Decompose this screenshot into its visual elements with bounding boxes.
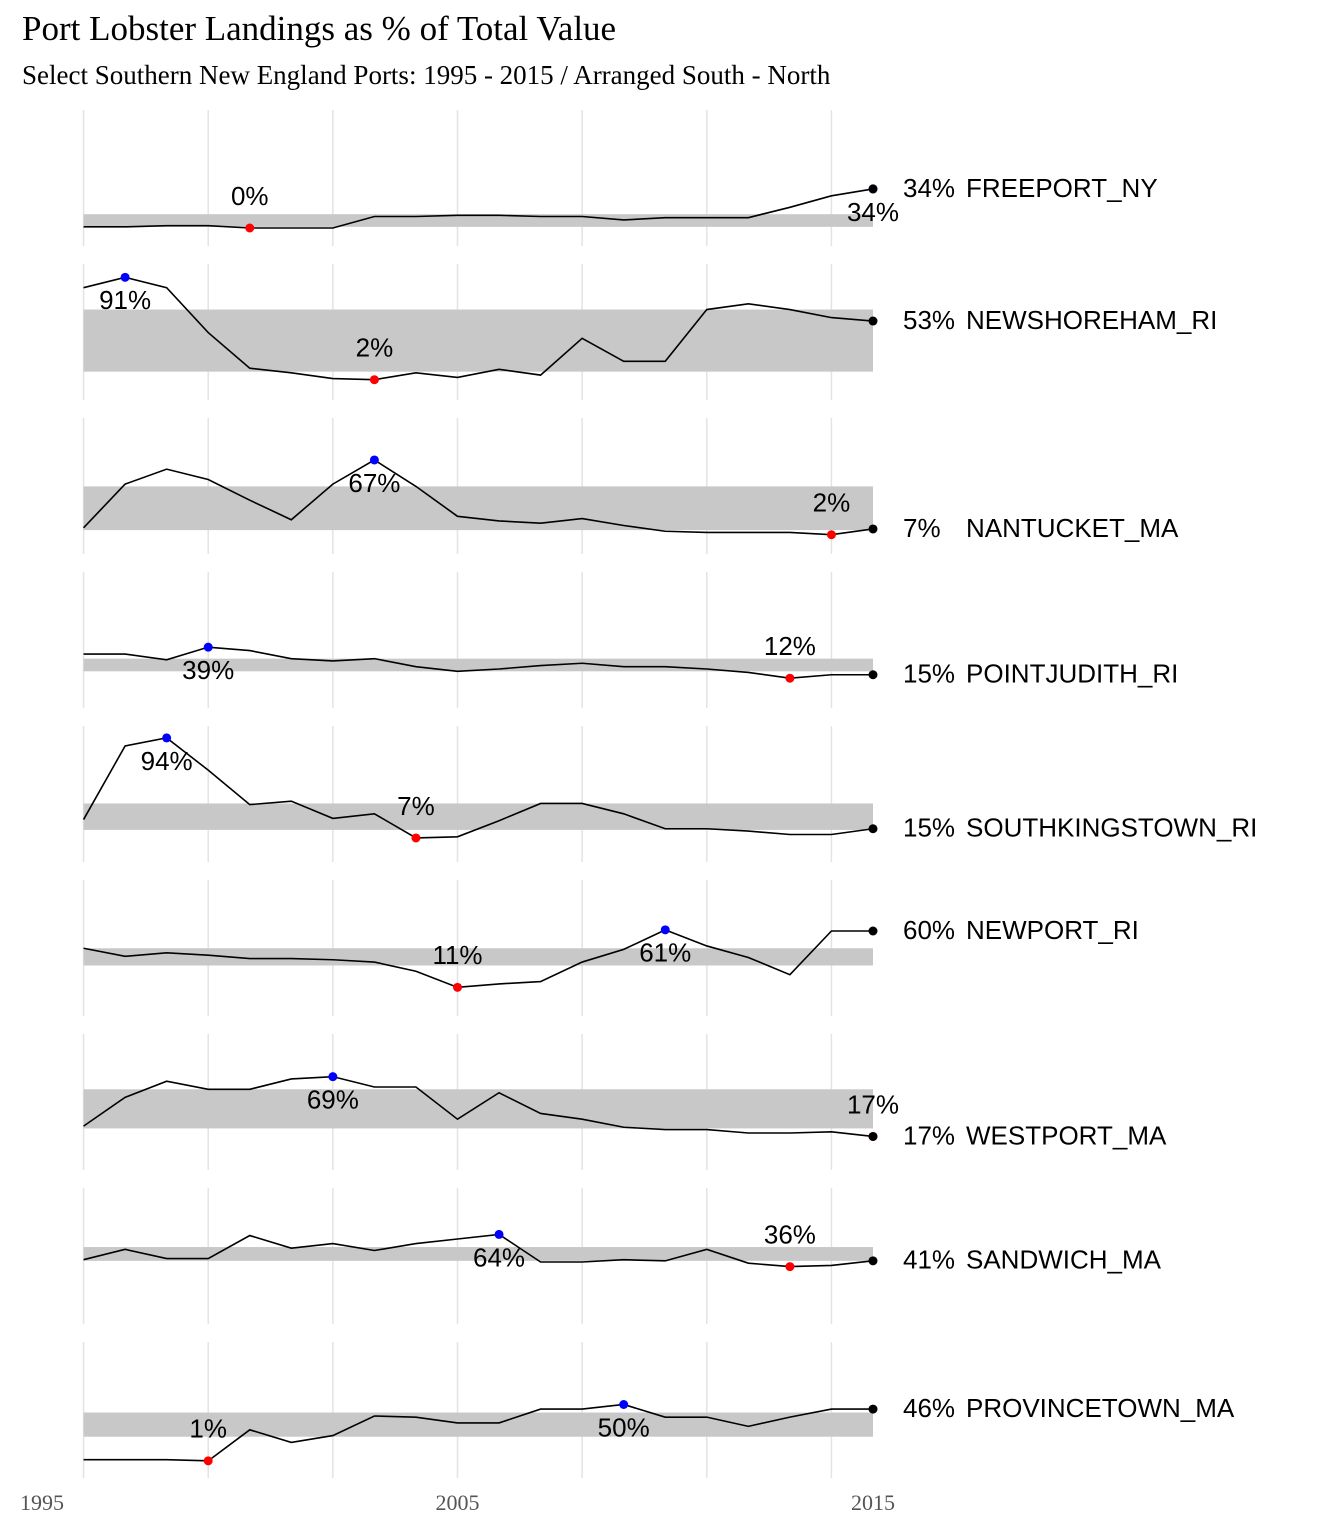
- min-point: [826, 530, 836, 540]
- value-label: 17%: [847, 1089, 899, 1119]
- value-label: 2%: [813, 488, 851, 518]
- end-label: 7%: [903, 513, 941, 543]
- port-name: SOUTHKINGSTOWN_RI: [966, 813, 1257, 843]
- end-point: [868, 926, 878, 936]
- end-label: 15%: [903, 813, 955, 843]
- max-point: [660, 925, 670, 935]
- end-point: [868, 670, 878, 680]
- end-point: [868, 1404, 878, 1414]
- value-label: 12%: [764, 631, 816, 661]
- value-label: 1%: [189, 1414, 227, 1444]
- iqr-band: [83, 803, 874, 830]
- max-point: [162, 733, 172, 743]
- end-label: 15%: [903, 659, 955, 689]
- line: [83, 646, 873, 680]
- x-tick-label: 2005: [436, 1490, 480, 1515]
- value-label: 11%: [432, 940, 482, 970]
- value-label: 7%: [397, 791, 435, 821]
- port-name: WESTPORT_MA: [966, 1120, 1167, 1150]
- value-label: 67%: [348, 468, 400, 498]
- iqr-band: [83, 1089, 874, 1129]
- line: [83, 928, 873, 989]
- line: [83, 276, 874, 381]
- value-label: 61%: [639, 938, 691, 968]
- value-label: 36%: [764, 1219, 816, 1249]
- line: [83, 1403, 873, 1462]
- port-name: SANDWICH_MA: [966, 1245, 1162, 1275]
- port-name: NEWSHOREHAM_RI: [966, 305, 1217, 335]
- max-point: [328, 1072, 338, 1082]
- max-point: [494, 1229, 504, 1239]
- end-label: 46%: [903, 1393, 955, 1423]
- line: [82, 737, 874, 839]
- x-tick-label: 1995: [20, 1490, 64, 1515]
- end-point: [868, 184, 878, 194]
- end-label: 34%: [903, 173, 955, 203]
- max-point: [369, 455, 379, 465]
- end-point: [868, 1256, 878, 1266]
- min-point: [785, 673, 795, 683]
- end-point: [868, 1131, 878, 1141]
- chart-title: Port Lobster Landings as % of Total Valu…: [22, 9, 616, 48]
- line: [83, 1233, 874, 1268]
- end-point: [868, 316, 878, 326]
- port-name: POINTJUDITH_RI: [966, 659, 1178, 689]
- end-point: [868, 824, 878, 834]
- line: [83, 1075, 874, 1138]
- iqr-band: [83, 309, 874, 372]
- max-point: [203, 642, 213, 652]
- min-point: [785, 1262, 795, 1272]
- x-tick-label: 2015: [851, 1490, 895, 1515]
- line: [83, 188, 874, 229]
- marks-layer: 0% 34%34% FREEPORT_NY 91% 2% 53% NEWSHOREHAM_R…: [82, 173, 1257, 1466]
- value-label: 39%: [182, 655, 234, 685]
- end-label: 53%: [903, 305, 955, 335]
- port-name: NEWPORT_RI: [966, 915, 1139, 945]
- end-label: 41%: [903, 1245, 955, 1275]
- min-point: [203, 1456, 213, 1466]
- iqr-band: [83, 486, 874, 531]
- line: [82, 459, 874, 536]
- value-label: 94%: [141, 746, 193, 776]
- min-point: [369, 375, 379, 385]
- value-label: 91%: [99, 285, 151, 315]
- port-name: PROVINCETOWN_MA: [966, 1393, 1235, 1423]
- value-label: 34%: [847, 197, 899, 227]
- end-label: 17%: [903, 1120, 955, 1150]
- min-point: [411, 833, 421, 843]
- value-label: 50%: [598, 1412, 650, 1442]
- iqr-band: [83, 948, 874, 966]
- max-point: [619, 1400, 629, 1409]
- value-label: 0%: [231, 181, 269, 211]
- iqr-band: [83, 658, 874, 672]
- min-point: [245, 223, 255, 233]
- chart-subtitle: Select Southern New England Ports: 1995 …: [22, 60, 831, 90]
- port-name: NANTUCKET_MA: [966, 513, 1179, 543]
- end-point: [868, 524, 878, 534]
- port-name: FREEPORT_NY: [966, 173, 1158, 203]
- value-label: 64%: [473, 1242, 525, 1272]
- max-point: [120, 272, 130, 282]
- min-point: [453, 982, 462, 992]
- value-label: 2%: [356, 333, 394, 363]
- value-label: 69%: [307, 1085, 359, 1115]
- end-label: 60%: [903, 915, 955, 945]
